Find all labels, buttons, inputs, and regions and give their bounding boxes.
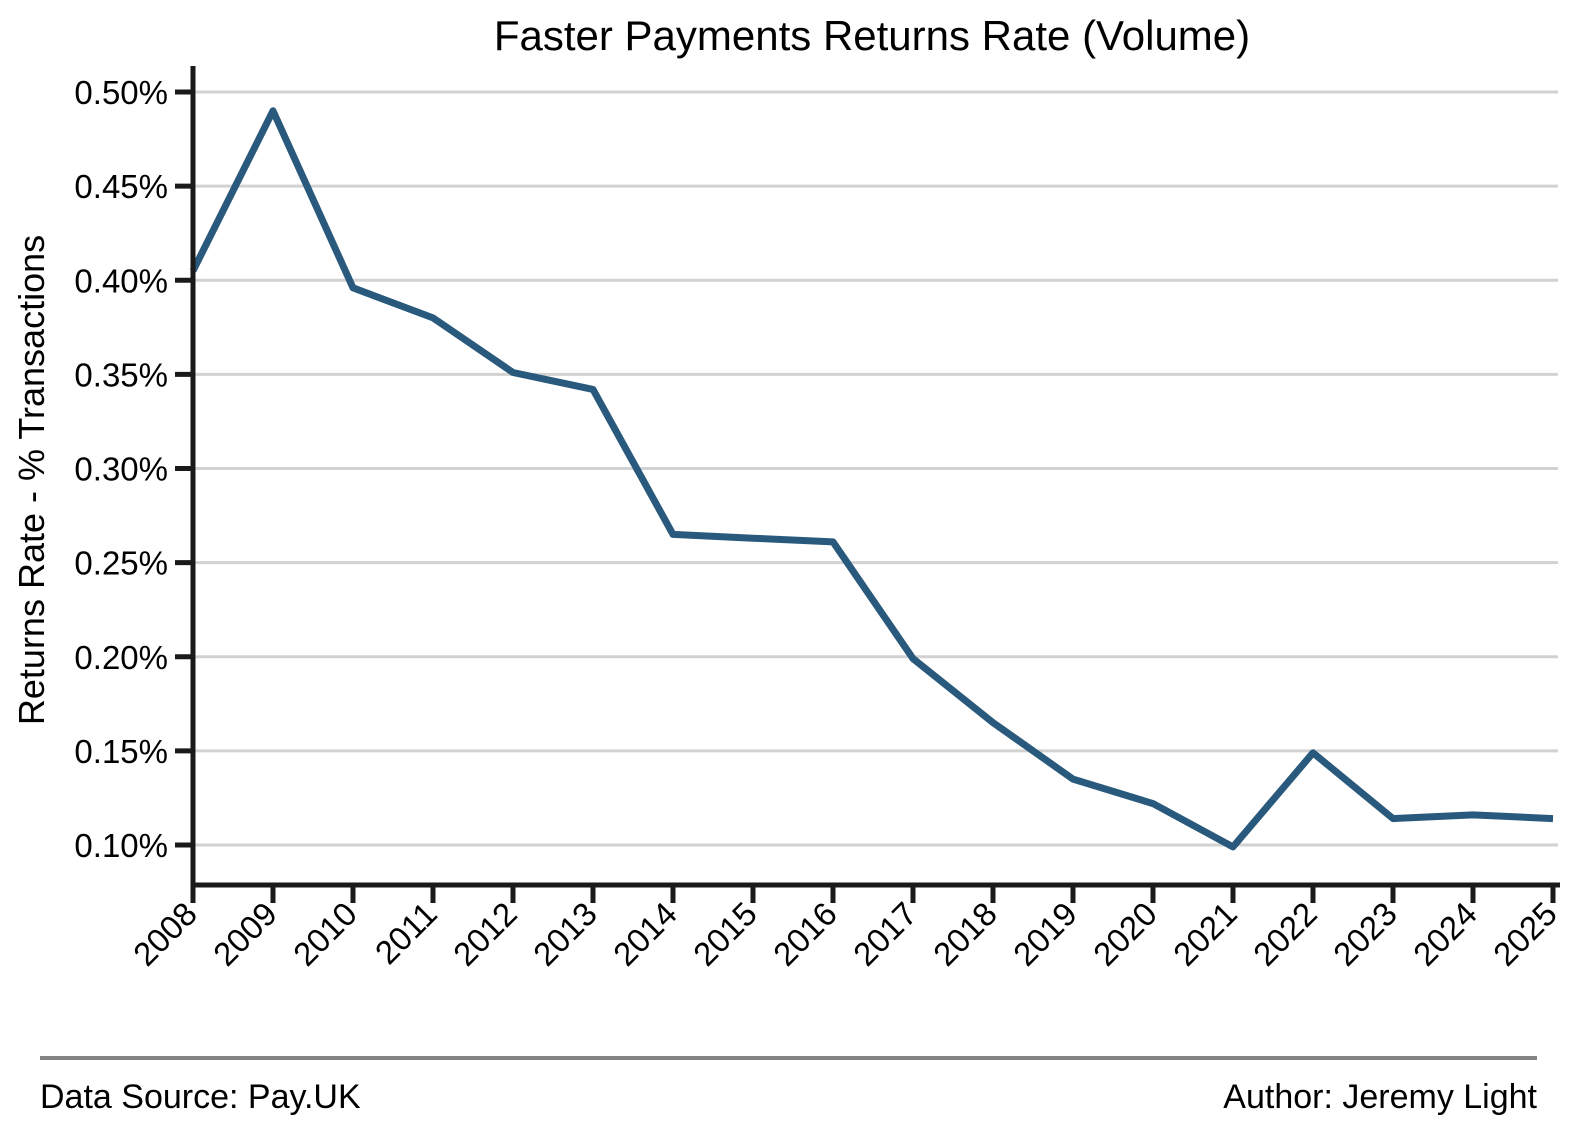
axis-spines <box>190 66 1560 888</box>
series-line <box>189 107 1554 851</box>
y-tick-label: 0.45% <box>74 168 168 205</box>
y-tick-label: 0.10% <box>74 827 168 864</box>
x-axis-ticks <box>190 885 1556 903</box>
y-tick-label: 0.30% <box>74 451 168 488</box>
chart-title: Faster Payments Returns Rate (Volume) <box>494 12 1250 59</box>
footer-data-source: Data Source: Pay.UK <box>40 1078 361 1116</box>
y-tick-label: 0.50% <box>74 74 168 111</box>
gridlines <box>193 90 1558 847</box>
y-tick-label: 0.25% <box>74 545 168 582</box>
y-tick-label: 0.40% <box>74 262 168 299</box>
y-tick-label: 0.35% <box>74 356 168 393</box>
y-axis-ticks <box>175 89 192 848</box>
y-tick-label: 0.15% <box>74 733 168 770</box>
y-axis-label: Returns Rate - % Transactions <box>11 235 52 725</box>
footer-author: Author: Jeremy Light <box>1223 1078 1537 1116</box>
y-tick-label: 0.20% <box>74 639 168 676</box>
y-axis-tick-labels: 0.10% 0.15% 0.20% 0.25% 0.30% 0.35% 0.40% 0.45%… <box>74 74 168 864</box>
